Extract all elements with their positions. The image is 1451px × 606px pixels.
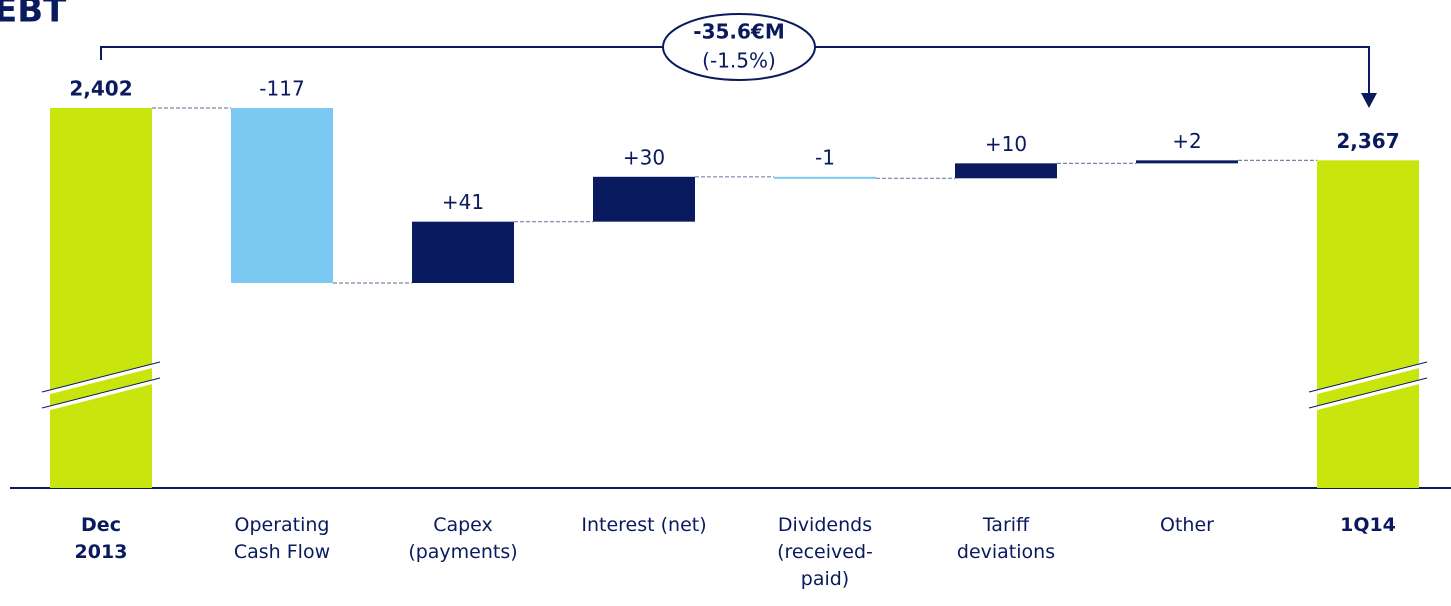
category-label: 1Q14 — [1340, 514, 1396, 536]
chart-title: EBT — [0, 0, 67, 31]
annotation: -35.6€M — [693, 20, 784, 44]
bar — [774, 176, 876, 179]
bar — [231, 108, 333, 283]
axis-break-edge — [1308, 377, 1428, 409]
category-label: Interest (net) — [581, 514, 707, 536]
axis-break-edge — [41, 377, 161, 409]
bar — [593, 176, 695, 222]
axis-break-edge — [41, 361, 161, 393]
bar — [50, 108, 152, 488]
category-label: Tariff deviations — [956, 514, 1056, 563]
value-label: -117 — [259, 77, 304, 101]
value-label: +41 — [442, 190, 484, 214]
axis-break — [1308, 362, 1428, 396]
arrow-head — [1361, 93, 1377, 108]
bar — [955, 163, 1057, 179]
axis-break — [41, 378, 161, 412]
axis-break — [41, 362, 161, 396]
value-label: -1 — [815, 145, 835, 169]
annotation-ellipse — [662, 13, 816, 81]
value-label: +30 — [623, 145, 665, 169]
value-label: 2,402 — [69, 77, 132, 101]
value-label: +10 — [985, 132, 1027, 156]
category-label: Operating Cash Flow — [233, 514, 331, 563]
category-label: Capex (payments) — [408, 514, 518, 563]
bar — [1317, 160, 1419, 488]
value-label: 2,367 — [1336, 129, 1399, 153]
axis-break-edge — [1308, 361, 1428, 393]
category-label: Dividends (received- paid) — [777, 514, 873, 590]
bar — [412, 221, 514, 283]
category-label: Other — [1160, 514, 1214, 536]
bar — [1136, 160, 1238, 164]
axis-break — [1308, 378, 1428, 412]
category-label: Dec 2013 — [74, 514, 128, 563]
value-label: +2 — [1172, 129, 1201, 153]
annotation-sub: (-1.5%) — [702, 49, 776, 73]
